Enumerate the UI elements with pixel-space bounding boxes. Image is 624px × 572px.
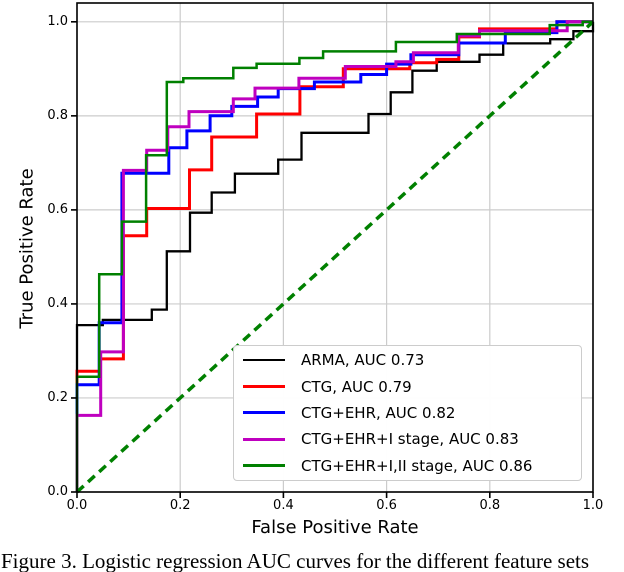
legend-item-label: CTG+EHR+I,II stage, AUC 0.86 (301, 456, 533, 475)
legend-item: ARMA, AUC 0.73 (234, 347, 581, 373)
y-tick-label: 0.6 (47, 201, 68, 217)
legend-line-swatch (243, 464, 285, 467)
y-axis-label: True Positive Rate (16, 168, 38, 329)
legend-item: CTG+EHR+I stage, AUC 0.83 (234, 426, 581, 452)
y-tick-label: 0.4 (47, 295, 68, 311)
y-tick-label: 0.0 (47, 484, 68, 499)
legend-item-label: CTG+EHR, AUC 0.82 (301, 403, 456, 422)
x-tick-label: 1.0 (582, 498, 604, 513)
y-tick-label: 0.8 (47, 107, 68, 123)
legend-line-swatch (243, 385, 285, 389)
axes-frame (76, 2, 594, 493)
roc-curve-ctg-ehr-i-ii-stage (75, 20, 593, 492)
legend-item: CTG+EHR, AUC 0.82 (234, 400, 581, 426)
legend-item-label: CTG+EHR+I stage, AUC 0.83 (301, 430, 519, 449)
legend-item: CTG, AUC 0.79 (234, 374, 581, 400)
legend-line-swatch (243, 359, 285, 362)
x-tick-label: 0.4 (273, 498, 294, 513)
x-tick-label: 0.0 (66, 498, 88, 513)
legend-line-swatch (243, 437, 285, 441)
legend-item: CTG+EHR+I,II stage, AUC 0.86 (234, 453, 581, 479)
roc-chart (71, 2, 595, 498)
chance-diagonal-line (75, 20, 595, 494)
legend-item-label: ARMA, AUC 0.73 (301, 351, 425, 370)
y-tick-label: 1.0 (47, 13, 68, 29)
legend-line-swatch (243, 411, 285, 415)
legend-item-label: CTG, AUC 0.79 (301, 377, 412, 396)
x-tick-label: 0.8 (479, 498, 501, 513)
x-axis-label: False Positive Rate (251, 517, 419, 538)
legend: ARMA, AUC 0.73 CTG, AUC 0.79 CTG+EHR, AUC … (233, 345, 582, 481)
x-tick-label: 0.2 (169, 498, 191, 513)
figure-caption: Figure 3. Logistic regression AUC curves… (1, 549, 590, 572)
x-tick-label: 0.6 (376, 498, 397, 513)
y-tick-label: 0.2 (47, 389, 68, 405)
roc-curve-arma (75, 21, 595, 492)
roc-curve-ctg-ehr-i-stage (75, 20, 593, 492)
